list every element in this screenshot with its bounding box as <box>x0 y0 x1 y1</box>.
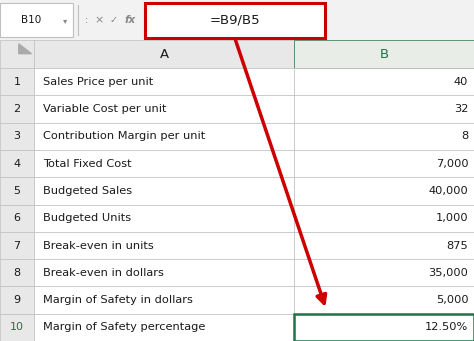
Text: 40: 40 <box>454 77 468 87</box>
FancyBboxPatch shape <box>0 232 34 259</box>
FancyBboxPatch shape <box>34 232 294 259</box>
FancyBboxPatch shape <box>34 95 294 123</box>
Text: ▾: ▾ <box>63 16 67 25</box>
Text: 7: 7 <box>13 240 21 251</box>
FancyBboxPatch shape <box>294 314 474 341</box>
Text: 875: 875 <box>447 240 468 251</box>
Text: Break-even in units: Break-even in units <box>43 240 154 251</box>
FancyBboxPatch shape <box>0 68 34 95</box>
Text: Margin of Safety percentage: Margin of Safety percentage <box>43 322 205 332</box>
Text: Budgeted Sales: Budgeted Sales <box>43 186 132 196</box>
Text: 9: 9 <box>13 295 21 305</box>
Text: 40,000: 40,000 <box>428 186 468 196</box>
Text: 3: 3 <box>14 131 20 142</box>
Text: ×: × <box>95 15 104 25</box>
Text: B: B <box>379 48 389 61</box>
Text: fx: fx <box>125 15 136 25</box>
Text: 2: 2 <box>13 104 21 114</box>
Text: 4: 4 <box>13 159 21 169</box>
Text: Variable Cost per unit: Variable Cost per unit <box>43 104 166 114</box>
Text: Margin of Safety in dollars: Margin of Safety in dollars <box>43 295 192 305</box>
Text: Break-even in dollars: Break-even in dollars <box>43 268 164 278</box>
Text: 35,000: 35,000 <box>428 268 468 278</box>
Text: ✓: ✓ <box>109 15 118 25</box>
Text: 1,000: 1,000 <box>436 213 468 223</box>
FancyBboxPatch shape <box>0 0 474 40</box>
FancyBboxPatch shape <box>294 95 474 123</box>
FancyBboxPatch shape <box>0 150 34 177</box>
Text: 5: 5 <box>14 186 20 196</box>
FancyBboxPatch shape <box>0 314 34 341</box>
FancyBboxPatch shape <box>0 205 34 232</box>
FancyBboxPatch shape <box>294 232 474 259</box>
Text: 1: 1 <box>14 77 20 87</box>
FancyBboxPatch shape <box>294 68 474 95</box>
FancyBboxPatch shape <box>294 259 474 286</box>
FancyBboxPatch shape <box>0 3 73 37</box>
Text: Total Fixed Cost: Total Fixed Cost <box>43 159 131 169</box>
FancyBboxPatch shape <box>34 259 294 286</box>
Text: 8: 8 <box>461 131 468 142</box>
Text: 5,000: 5,000 <box>436 295 468 305</box>
FancyBboxPatch shape <box>145 3 325 38</box>
Text: 12.50%: 12.50% <box>425 322 468 332</box>
FancyBboxPatch shape <box>294 177 474 205</box>
FancyBboxPatch shape <box>34 286 294 314</box>
Text: 8: 8 <box>13 268 21 278</box>
Text: =B9/B5: =B9/B5 <box>210 14 260 27</box>
Text: :: : <box>85 15 89 25</box>
FancyBboxPatch shape <box>294 205 474 232</box>
FancyBboxPatch shape <box>34 150 294 177</box>
FancyBboxPatch shape <box>0 123 34 150</box>
FancyBboxPatch shape <box>34 68 294 95</box>
FancyBboxPatch shape <box>34 314 294 341</box>
FancyBboxPatch shape <box>294 286 474 314</box>
FancyBboxPatch shape <box>294 150 474 177</box>
Polygon shape <box>19 44 31 54</box>
FancyBboxPatch shape <box>0 286 34 314</box>
Text: 7,000: 7,000 <box>436 159 468 169</box>
Text: Contribution Margin per unit: Contribution Margin per unit <box>43 131 205 142</box>
Text: Sales Price per unit: Sales Price per unit <box>43 77 153 87</box>
FancyBboxPatch shape <box>0 259 34 286</box>
FancyBboxPatch shape <box>0 40 34 68</box>
FancyBboxPatch shape <box>0 177 34 205</box>
Text: 6: 6 <box>14 213 20 223</box>
Text: A: A <box>159 48 169 61</box>
FancyBboxPatch shape <box>294 40 474 68</box>
FancyBboxPatch shape <box>34 205 294 232</box>
FancyBboxPatch shape <box>34 177 294 205</box>
Text: B10: B10 <box>21 15 41 25</box>
FancyBboxPatch shape <box>34 123 294 150</box>
FancyBboxPatch shape <box>0 95 34 123</box>
Text: Budgeted Units: Budgeted Units <box>43 213 131 223</box>
FancyBboxPatch shape <box>34 40 294 68</box>
FancyBboxPatch shape <box>294 123 474 150</box>
Text: 32: 32 <box>454 104 468 114</box>
Text: 10: 10 <box>10 322 24 332</box>
